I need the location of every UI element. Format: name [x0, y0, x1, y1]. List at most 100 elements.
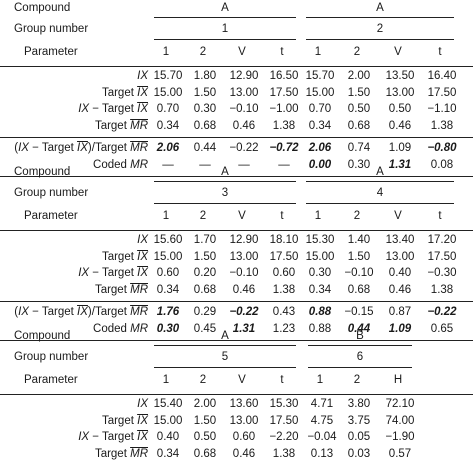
table-cell: 2.06: [308, 142, 332, 154]
compound-label: Compound: [14, 2, 71, 14]
table-cell: 17.20: [427, 234, 457, 246]
table-cell: 0.50: [347, 103, 371, 115]
table-cell: −0.22: [229, 306, 259, 318]
table-cell: −0.10: [229, 103, 259, 115]
table-cell: —: [162, 158, 174, 171]
table-cell: 15.70: [153, 70, 183, 82]
table-cell: 18.10: [269, 234, 299, 246]
table-cell: 13.00: [385, 86, 415, 99]
table-cell: 0.45: [193, 322, 217, 335]
row-label: Target IX: [101, 414, 148, 427]
table-cell: 0.68: [193, 119, 217, 132]
group-number-value: 1: [221, 23, 229, 35]
table-cell: 1.50: [193, 86, 217, 99]
table-cell: 13.00: [385, 250, 415, 263]
group-number-value: 3: [221, 187, 229, 199]
table-cell: 0.30: [308, 267, 332, 279]
table-cell: 13.00: [229, 86, 259, 99]
compound-underline: [306, 17, 454, 18]
table-cell: 15.00: [153, 86, 183, 99]
parameter-label: Parameter: [24, 374, 78, 386]
table-cell: 12.90: [229, 70, 259, 82]
table-cell: 1.09: [388, 322, 412, 335]
table-cell: 0.50: [388, 103, 412, 115]
table-cell: 0.05: [347, 431, 371, 443]
parameter-header: 2: [353, 46, 361, 58]
table-cell: 0.46: [388, 119, 412, 132]
table-cell: 1.09: [388, 142, 412, 154]
table-cell: 15.00: [305, 86, 335, 99]
group-number-value: 2: [376, 23, 384, 35]
table-cell: 16.40: [427, 70, 457, 82]
table-cell: 0.30: [193, 103, 217, 115]
row-label: IX − Target IX: [78, 103, 148, 115]
table-cell: 13.00: [229, 250, 259, 263]
table-cell: 15.60: [153, 234, 183, 246]
table-cell: −0.15: [344, 306, 374, 318]
table-cell: 0.29: [193, 306, 217, 318]
group-underline: [154, 203, 296, 204]
parameter-header: V: [238, 210, 246, 222]
table-cell: 0.68: [193, 447, 217, 460]
section-rule: [0, 301, 473, 302]
table-cell: 0.00: [308, 158, 332, 171]
group-number-value: 5: [221, 351, 229, 363]
table-cell: —: [199, 158, 211, 171]
table-cell: −2.20: [269, 431, 299, 443]
table-cell: 1.38: [430, 283, 454, 296]
table-cell: 0.68: [347, 283, 371, 296]
table-cell: 0.68: [347, 119, 371, 132]
table-cell: 0.03: [347, 447, 371, 460]
table-cell: 0.40: [156, 431, 180, 443]
group-number-label: Group number: [14, 23, 89, 35]
table-cell: 1.70: [193, 234, 217, 246]
parameter-header: 1: [314, 210, 322, 222]
parameter-header: 2: [199, 46, 207, 58]
compound-value: B: [356, 330, 364, 342]
group-underline: [308, 367, 412, 368]
table-cell: 1.80: [193, 70, 217, 82]
row-label: Target MR: [94, 283, 148, 296]
table-cell: 1.50: [193, 250, 217, 263]
row-label: (IX − Target IX)/Target MR: [14, 142, 148, 154]
parameter-header: 2: [199, 374, 207, 386]
table-cell: 1.50: [193, 414, 217, 427]
compound-value: A: [376, 2, 384, 14]
parameter-header: t: [280, 210, 284, 222]
table-cell: −0.80: [427, 142, 457, 154]
table-cell: 0.60: [156, 267, 180, 279]
table-cell: 0.65: [430, 322, 454, 335]
group-underline: [154, 367, 296, 368]
table-cell: −1.90: [385, 431, 415, 443]
table-cell: 1.76: [156, 306, 180, 318]
table-cell: 15.00: [153, 250, 183, 263]
parameter-header: V: [238, 374, 246, 386]
parameter-header: 2: [353, 210, 361, 222]
table-cell: 15.00: [305, 250, 335, 263]
compound-value: A: [221, 330, 229, 342]
table-cell: 15.30: [269, 398, 299, 410]
parameter-header: t: [438, 210, 442, 222]
table-cell: 4.71: [310, 398, 334, 410]
table-cell: 1.38: [272, 447, 296, 460]
row-label: (IX − Target IX)/Target MR: [14, 306, 148, 318]
table-cell: 1.40: [347, 234, 371, 246]
table-cell: 1.38: [272, 283, 296, 296]
parameter-header: 1: [162, 210, 170, 222]
table-cell: 1.50: [347, 250, 371, 263]
table-cell: 13.40: [385, 234, 415, 246]
table-cell: 1.31: [388, 158, 412, 171]
table-cell: 0.46: [388, 283, 412, 296]
parameter-header: 1: [314, 46, 322, 58]
table-cell: 15.30: [305, 234, 335, 246]
header-rule: [0, 230, 473, 231]
table-cell: 0.60: [272, 267, 296, 279]
group-number-value: 6: [356, 351, 364, 363]
parameter-label: Parameter: [24, 210, 78, 222]
table-cell: 0.08: [430, 158, 454, 171]
table-cell: 0.87: [388, 306, 412, 318]
table-cell: 74.00: [385, 414, 415, 427]
table-cell: 15.40: [153, 398, 183, 410]
row-label: Coded MR: [93, 158, 148, 171]
header-rule: [0, 394, 473, 395]
